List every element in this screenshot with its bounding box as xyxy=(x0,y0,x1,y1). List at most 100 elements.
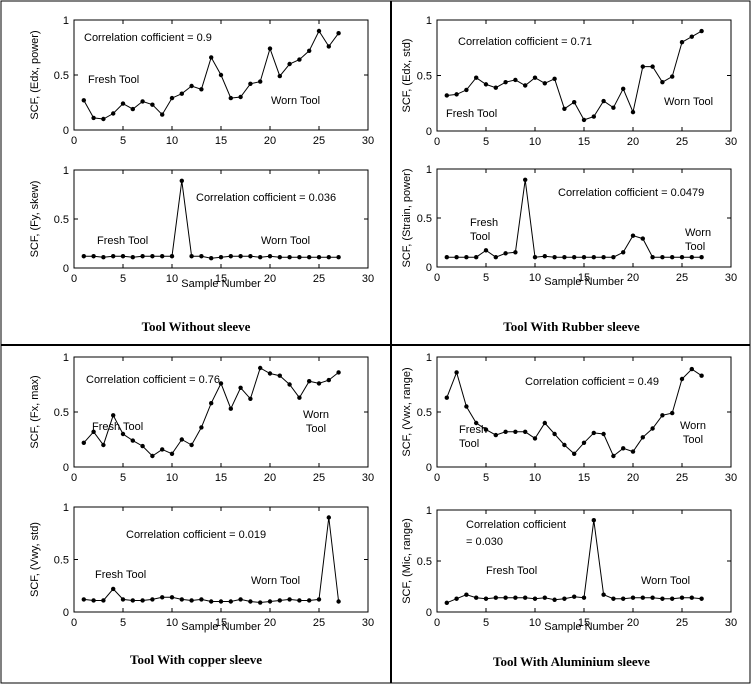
data-point xyxy=(130,255,135,260)
data-point xyxy=(581,255,587,260)
data-point xyxy=(277,598,282,603)
data-point xyxy=(267,46,273,51)
data-point xyxy=(483,248,489,253)
data-point xyxy=(150,453,155,459)
annotation-line: Tool xyxy=(459,438,479,450)
data-point xyxy=(591,255,596,260)
data-point xyxy=(336,31,341,36)
data-point xyxy=(483,596,489,601)
y-tick-label: 0.5 xyxy=(417,71,432,83)
data-point xyxy=(120,431,126,437)
y-axis-label: SCF, (Vwx, range) xyxy=(401,367,413,456)
data-point xyxy=(454,370,459,375)
data-point xyxy=(169,451,175,456)
data-point xyxy=(287,61,292,67)
data-point xyxy=(542,81,547,86)
data-point xyxy=(218,72,224,78)
x-tick-label: 0 xyxy=(434,617,440,629)
data-point xyxy=(523,429,528,434)
y-tick-label: 0.5 xyxy=(54,214,69,226)
data-point xyxy=(454,255,459,260)
data-point xyxy=(640,595,645,600)
data-point xyxy=(91,598,96,603)
data-point xyxy=(581,440,587,445)
data-point xyxy=(228,254,233,259)
data-point xyxy=(101,255,106,260)
x-tick-label: 10 xyxy=(166,135,178,147)
x-tick-label: 15 xyxy=(578,617,590,629)
data-point xyxy=(228,599,233,604)
panel-title-rubber-sleeve: Tool With Rubber sleeve xyxy=(503,319,640,334)
x-tick-label: 0 xyxy=(434,472,440,484)
data-point xyxy=(591,430,596,436)
data-point xyxy=(169,595,175,600)
data-point xyxy=(248,396,253,401)
x-axis-label: Sample Number xyxy=(544,276,624,288)
data-point xyxy=(630,233,636,238)
data-point xyxy=(199,597,204,602)
data-point xyxy=(699,255,704,260)
x-tick-label: 30 xyxy=(362,617,374,629)
data-point xyxy=(258,79,263,84)
data-point xyxy=(287,597,292,602)
data-point xyxy=(660,413,665,418)
subplot-3: 0 5 10 15 20 25 30 0 0.5 1 SCF, (Edx, std) Correlat… xyxy=(401,15,737,148)
panel-title-copper-sleeve: Tool With copper sleeve xyxy=(129,652,263,667)
y-axis-label: SCF, (Edx, std) xyxy=(401,39,413,113)
data-point xyxy=(444,255,449,260)
subplot-7: 0 5 10 15 20 25 30 0 0.5 1 SCF, (Vwx, range) Correl… xyxy=(401,352,737,484)
data-point xyxy=(91,115,96,121)
annotation-line: Worn xyxy=(685,227,711,239)
data-point xyxy=(160,254,165,259)
data-point xyxy=(297,598,302,603)
data-point xyxy=(248,599,253,604)
data-point xyxy=(140,598,145,603)
x-tick-label: 25 xyxy=(676,272,688,284)
data-point xyxy=(483,427,489,432)
x-tick-label: 30 xyxy=(725,272,737,284)
data-point xyxy=(209,599,214,604)
data-point xyxy=(101,598,106,603)
data-point xyxy=(277,255,282,260)
data-point xyxy=(307,598,312,603)
x-tick-label: 5 xyxy=(483,617,489,629)
data-point xyxy=(444,395,449,400)
y-tick-label: 0 xyxy=(63,462,69,474)
data-point xyxy=(493,85,498,90)
data-point xyxy=(464,404,469,409)
data-point xyxy=(601,98,606,104)
y-tick-label: 0 xyxy=(63,607,69,619)
x-tick-label: 30 xyxy=(362,135,374,147)
data-point xyxy=(650,595,655,600)
y-tick-label: 0 xyxy=(426,262,432,274)
x-tick-label: 20 xyxy=(627,136,639,148)
y-axis-label: SCF, (Vwy, std) xyxy=(29,522,41,597)
data-point xyxy=(552,431,557,437)
data-point xyxy=(316,28,322,34)
x-tick-label: 30 xyxy=(362,273,374,285)
annotation: Correlation cofficient = 0.0479 xyxy=(558,187,704,199)
data-point xyxy=(630,449,636,454)
data-point xyxy=(150,597,155,602)
subplot-1: 0 5 10 15 20 25 30 0 0.5 1 SCF, (Edx, power) Correl… xyxy=(29,15,374,147)
annotation: Fresh Tool xyxy=(486,565,537,577)
annotation: Correlation cofficient = 0.019 xyxy=(126,529,266,541)
x-tick-label: 0 xyxy=(71,273,77,285)
data-point xyxy=(326,44,331,49)
annotation-line: Tool xyxy=(306,423,326,435)
x-tick-label: 25 xyxy=(313,135,325,147)
annotation: Worn Tool xyxy=(664,96,713,108)
data-point xyxy=(326,515,331,520)
x-tick-label: 10 xyxy=(529,272,541,284)
data-point xyxy=(218,255,224,260)
data-point xyxy=(523,83,528,88)
data-point xyxy=(611,596,616,601)
data-point xyxy=(630,109,636,115)
x-tick-label: 0 xyxy=(71,472,77,484)
data-point xyxy=(464,592,469,597)
annotation-line: Fresh xyxy=(459,424,487,436)
data-point xyxy=(179,178,184,183)
data-point xyxy=(267,254,273,259)
